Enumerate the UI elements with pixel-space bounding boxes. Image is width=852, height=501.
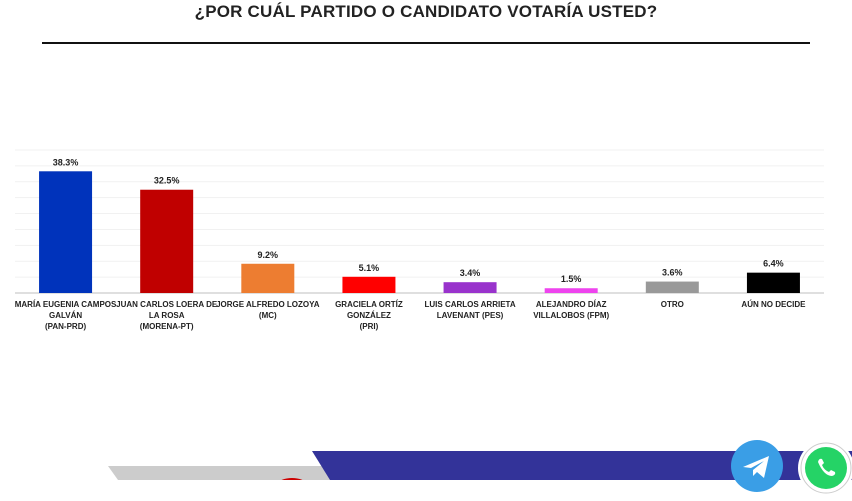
bar-8 (746, 272, 800, 293)
category-label-line: AÚN NO DECIDE (741, 300, 806, 309)
bar-4 (342, 276, 396, 293)
category-label-line: JUAN CARLOS LOERA DE (116, 300, 218, 309)
category-label-3: JORGE ALFREDO LOZOYA (MC) (216, 300, 320, 320)
telegram-icon[interactable] (731, 440, 783, 492)
bar-3 (241, 263, 295, 293)
whatsapp-icon[interactable] (798, 440, 852, 496)
category-label-line: MARÍA EUGENIA CAMPOS (15, 300, 117, 309)
chart-bars (39, 171, 800, 293)
category-label-line: LAVENANT (PES) (437, 311, 504, 320)
footer-gray-band (108, 466, 340, 480)
footer-banner (108, 451, 852, 480)
category-label-line: (MORENA-PT) (140, 322, 194, 331)
chart-title: ¿POR CUÁL PARTIDO O CANDIDATO VOTARÍA US… (194, 2, 658, 21)
bar-chart: 38.3% 32.5% 9.2% 5.1% 3.4% 1.5% 3.6% 6.4% MARÍA… (15, 149, 824, 331)
category-label-line: (PRI) (360, 322, 379, 331)
category-label-5: LUIS CARLOS ARRIETA LAVENANT (PES) (425, 300, 516, 320)
chart-grid (15, 149, 824, 294)
category-label-1: MARÍA EUGENIA CAMPOS GALVÁN (PAN-PRD) (15, 300, 117, 331)
category-label-line: ALEJANDRO DÍAZ (536, 300, 607, 309)
bar-5 (443, 282, 497, 293)
category-label-line: LA ROSA (149, 311, 185, 320)
category-label-2: JUAN CARLOS LOERA DE LA ROSA (MORENA-PT) (116, 300, 218, 331)
category-label-line: (PAN-PRD) (45, 322, 87, 331)
category-label-4: GRACIELA ORTÍZ GONZÁLEZ (PRI) (335, 300, 403, 331)
category-label-6: ALEJANDRO DÍAZ VILLALOBOS (FPM) (533, 300, 609, 320)
value-label-2: 32.5% (154, 176, 180, 186)
category-label-line: OTRO (661, 300, 684, 309)
chart-value-labels: 38.3% 32.5% 9.2% 5.1% 3.4% 1.5% 3.6% 6.4% (53, 157, 784, 284)
value-label-6: 1.5% (561, 274, 582, 284)
category-label-line: (MC) (259, 311, 277, 320)
chart-category-labels: MARÍA EUGENIA CAMPOS GALVÁN (PAN-PRD) JUAN … (15, 300, 806, 331)
category-label-line: LUIS CARLOS ARRIETA (425, 300, 516, 309)
value-label-5: 3.4% (460, 268, 481, 278)
bar-1 (39, 171, 93, 293)
category-label-7: OTRO (661, 300, 684, 309)
value-label-4: 5.1% (359, 263, 380, 273)
category-label-8: AÚN NO DECIDE (741, 300, 806, 309)
bar-7 (645, 281, 699, 293)
value-label-8: 6.4% (763, 259, 784, 269)
category-label-line: GRACIELA ORTÍZ (335, 300, 403, 309)
bar-2 (140, 189, 194, 293)
footer-blue-band (312, 451, 852, 480)
category-label-line: VILLALOBOS (FPM) (533, 311, 609, 320)
category-label-line: GONZÁLEZ (347, 311, 391, 320)
category-label-line: GALVÁN (49, 311, 82, 320)
value-label-7: 3.6% (662, 268, 683, 278)
value-label-3: 9.2% (258, 250, 279, 260)
bar-6 (544, 288, 598, 293)
category-label-line: JORGE ALFREDO LOZOYA (216, 300, 320, 309)
title-divider (42, 42, 810, 44)
value-label-1: 38.3% (53, 157, 79, 167)
